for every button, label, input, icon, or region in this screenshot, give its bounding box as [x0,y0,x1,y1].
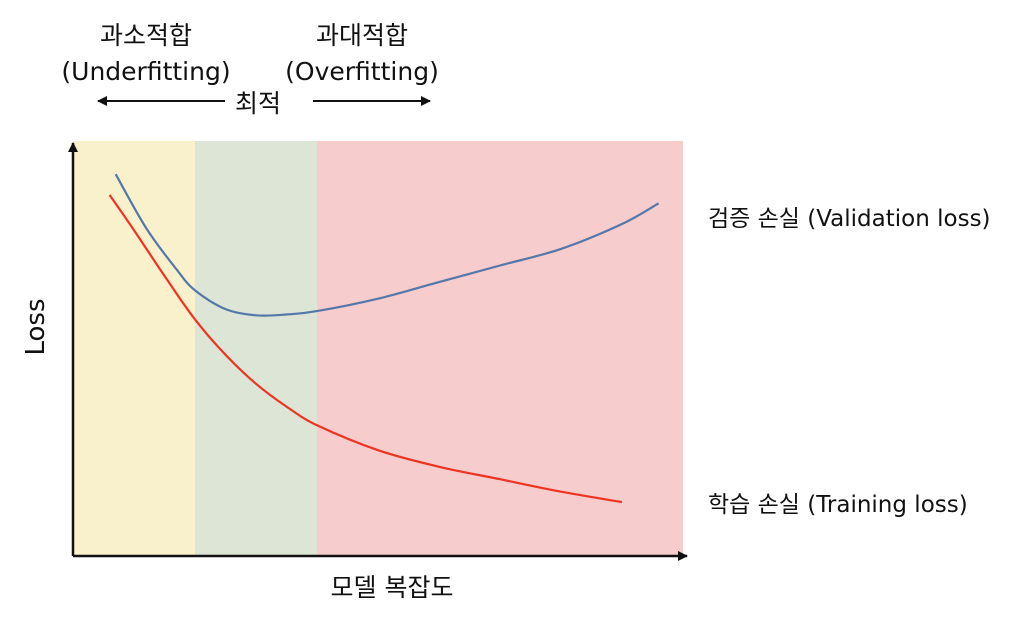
series-label-validation: 검증 손실 (Validation loss) [708,206,991,232]
y-axis-label: Loss [21,298,51,355]
x-axis-label: 모델 복잡도 [331,573,454,602]
optimal-label: 최적 [235,89,281,118]
region-overfitting [317,141,683,556]
region-underfitting [73,141,195,556]
series-label-training: 학습 손실 (Training loss) [708,492,968,518]
region-optimal [195,141,317,556]
loss-lines [108,173,660,504]
training-loss-line [108,194,623,504]
underfitting-label-ko: 과소적합 [100,21,192,50]
overfitting-label-ko: 과대적합 [316,21,408,50]
validation-loss-line [114,173,660,317]
underfitting-label-en: (Underfitting) [61,57,230,86]
region-backgrounds [73,141,683,556]
overfitting-label-en: (Overfitting) [285,57,439,86]
